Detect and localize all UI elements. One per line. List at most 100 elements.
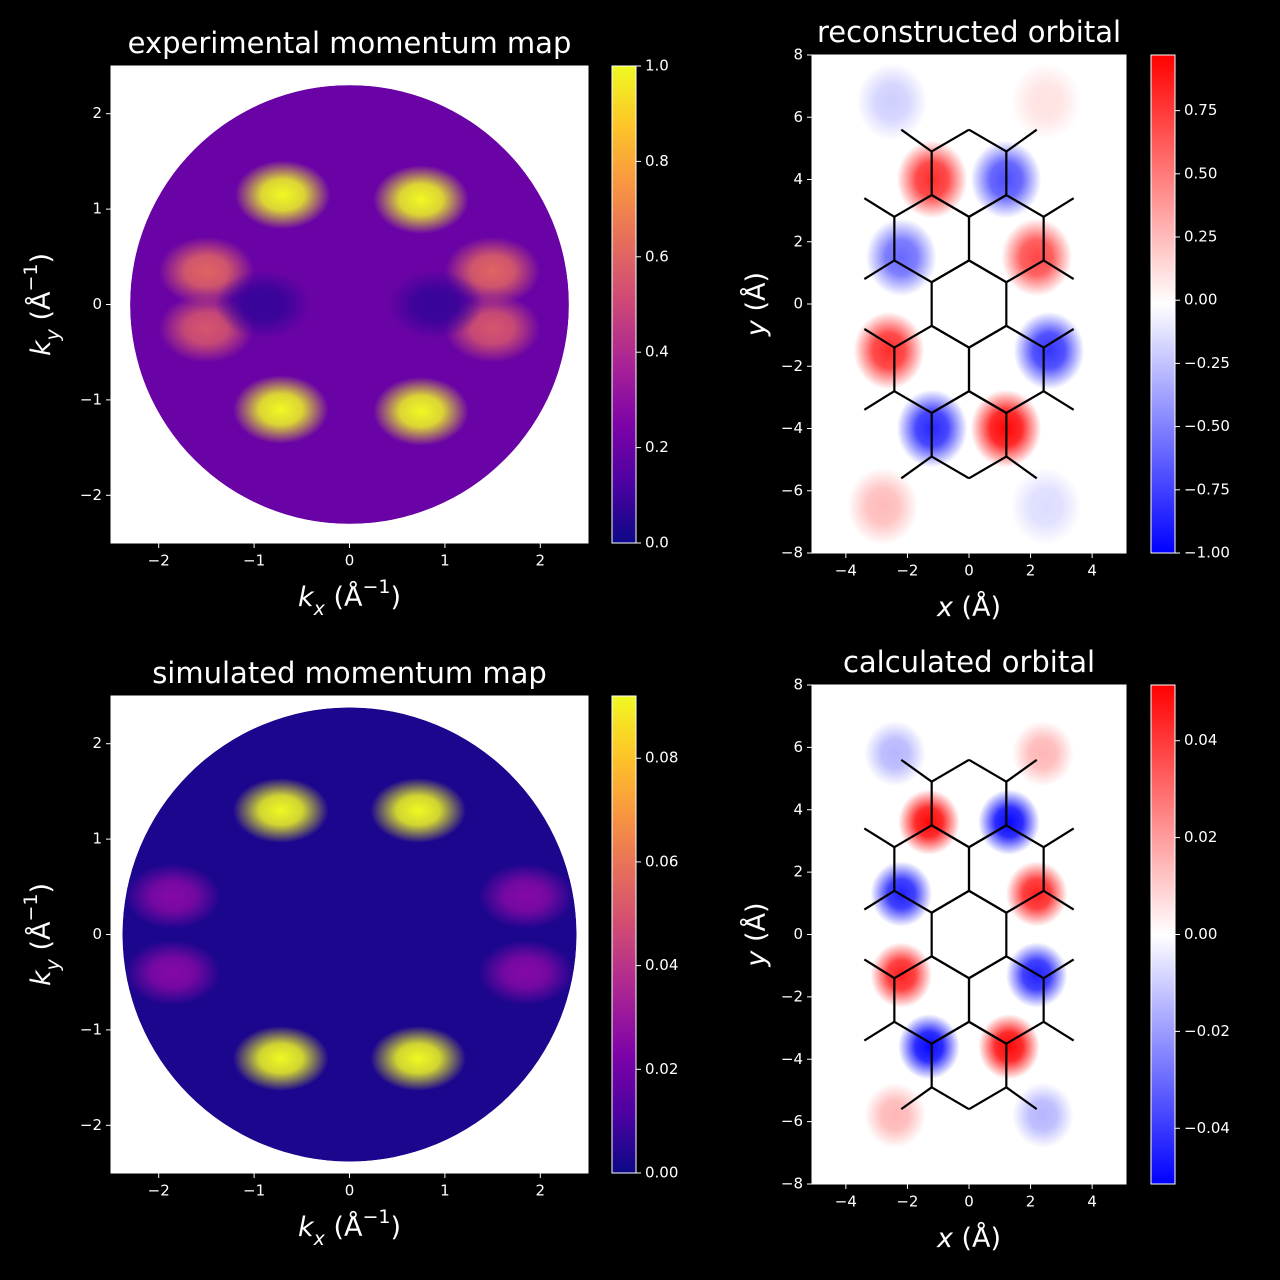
chart-title: calculated orbital [843, 645, 1095, 679]
colorbar [611, 695, 637, 1174]
intensity-peak [387, 270, 484, 339]
chart-title: experimental momentum map [128, 26, 572, 60]
intensity-peak [853, 311, 925, 390]
y-tick-label: 0 [92, 295, 102, 313]
label-part: k [298, 1212, 315, 1243]
bond [1043, 327, 1075, 349]
colorbar-tick-label: 0.04 [645, 956, 678, 974]
intensity-peak [1001, 218, 1073, 297]
bond [863, 889, 895, 911]
bond [968, 390, 1007, 414]
label-part: k [26, 969, 57, 986]
y-tick-label: 1 [92, 830, 102, 848]
label-part: (Å [325, 581, 363, 613]
panel: −4 −2 0 2 4 −8 −6 −4 −2 0 2 4 6 8 calculated orbital x … [740, 645, 1230, 1254]
label-part: (Å [25, 291, 57, 329]
bond [931, 194, 970, 218]
axis-label: y (Å) [740, 272, 772, 337]
y-tick-label: 8 [793, 676, 803, 694]
intensity-peak [125, 940, 221, 1006]
molecule-overlay [863, 128, 1075, 480]
axis-label: x (Å) [936, 1222, 1001, 1254]
intensity-peak [856, 62, 928, 141]
intensity-peak [373, 165, 469, 234]
label-part: x [313, 598, 326, 620]
bond [1043, 197, 1075, 218]
bond [931, 390, 970, 414]
bond [900, 758, 933, 783]
molecule-overlay [863, 758, 1075, 1111]
label-part: ) [26, 253, 57, 264]
y-tick-label: 0 [793, 295, 803, 313]
x-tick-label: 2 [536, 552, 546, 570]
colorbar-tick-label: 0.08 [645, 749, 678, 767]
x-tick-label: 0 [345, 552, 355, 570]
y-tick-label: −8 [781, 544, 803, 562]
bond [1005, 128, 1038, 153]
colorbar-tick-label: 0.4 [645, 343, 669, 361]
intensity-peak [125, 863, 221, 929]
intensity-peak [847, 467, 919, 546]
colorbar-tick-label: 0.6 [645, 247, 669, 265]
intensity-peak [1012, 1082, 1074, 1149]
x-tick-label: −2 [896, 1193, 918, 1211]
x-tick-label: 1 [440, 552, 450, 570]
colorbar [1150, 684, 1176, 1185]
heatmap [130, 85, 569, 524]
bond [931, 824, 970, 849]
bond [931, 1086, 970, 1111]
panel: −2 −1 0 1 2 −2 −1 0 1 2 experimental momentum map k… [20, 26, 669, 620]
bond [863, 1020, 895, 1042]
bond [900, 128, 933, 153]
label-part: (Å) [740, 902, 772, 950]
intensity-peak [370, 778, 466, 843]
bond [863, 958, 895, 980]
bond [1043, 958, 1075, 980]
bond [1043, 827, 1075, 849]
bond [968, 955, 1007, 980]
chart-title: reconstructed orbital [817, 15, 1121, 49]
heatmap [864, 720, 1074, 1149]
intensity-peak [1010, 62, 1082, 141]
y-tick-label: −6 [781, 481, 803, 499]
y-tick-label: −2 [80, 1116, 102, 1134]
bond [893, 259, 933, 284]
label-part: (Å [25, 921, 57, 959]
plot-area [812, 685, 1126, 1184]
intensity-peak [898, 789, 960, 855]
bond [1005, 455, 1038, 480]
colorbar-tick-label: 0.00 [1184, 291, 1217, 309]
bond [1005, 194, 1045, 218]
y-tick-label: 2 [92, 104, 102, 122]
bond [900, 455, 933, 480]
y-tick-label: −6 [781, 1112, 803, 1130]
y-tick-label: 6 [793, 108, 803, 126]
x-tick-label: −4 [835, 562, 857, 580]
x-tick-label: −4 [835, 1193, 857, 1211]
intensity-peak [898, 1014, 960, 1080]
bond [931, 1020, 970, 1045]
label-part: x [313, 1228, 326, 1250]
label-part: ) [390, 582, 401, 613]
intensity-peak [373, 377, 469, 446]
bond [863, 327, 895, 349]
label-part: (Å) [740, 272, 772, 320]
y-tick-label: 6 [793, 738, 803, 756]
x-tick-label: −2 [148, 1182, 170, 1200]
label-part: (Å [325, 1211, 363, 1243]
bond [1005, 824, 1045, 849]
bond [968, 324, 1007, 349]
intensity-peak [233, 1026, 329, 1091]
bond [1005, 889, 1045, 914]
intensity-peak [478, 940, 574, 1006]
label-part: ) [26, 883, 57, 894]
label-part: −1 [362, 576, 390, 598]
colorbar [1150, 54, 1176, 554]
x-tick-label: 0 [964, 1193, 974, 1211]
colorbar-tick-label: 0.00 [1184, 925, 1217, 943]
y-tick-label: 4 [793, 800, 803, 818]
intensity-peak [233, 375, 329, 444]
